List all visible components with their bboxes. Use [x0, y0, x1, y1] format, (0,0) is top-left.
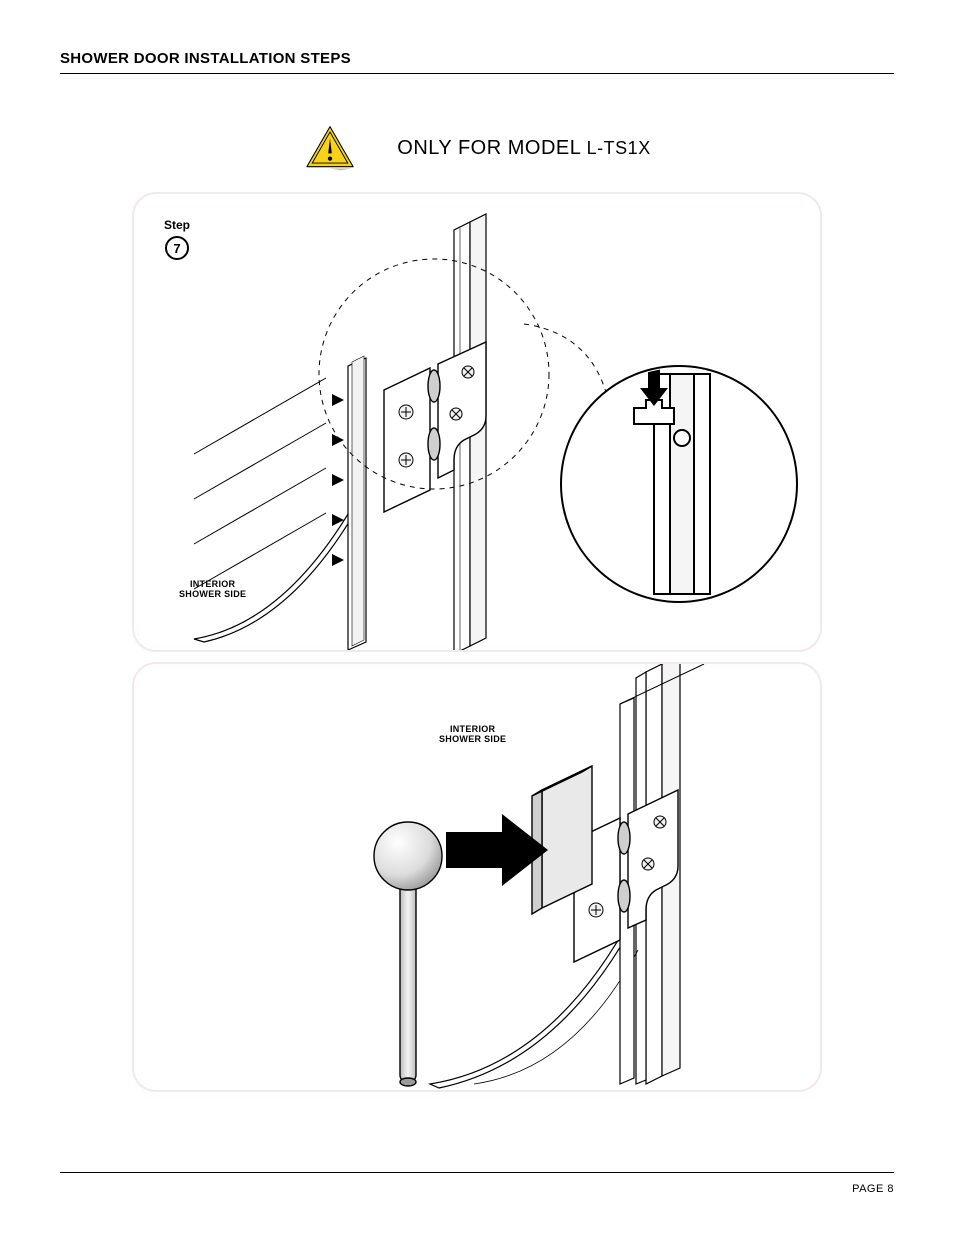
- interior-b-l1: INTERIOR: [450, 724, 495, 734]
- notice-text: ONLY FOR MODEL L-TS1X: [397, 137, 650, 160]
- notice-row: ONLY FOR MODEL L-TS1X: [60, 124, 894, 172]
- page-number: PAGE 8: [852, 1183, 894, 1195]
- tile-lines: [194, 378, 326, 589]
- notice-prefix: ONLY FOR MODEL: [397, 137, 586, 159]
- interior-l2: SHOWER SIDE: [179, 589, 246, 599]
- interior-b-l2: SHOWER SIDE: [439, 734, 506, 744]
- seal-strip: [348, 356, 366, 650]
- figure-step-7-bottom: INTERIOR SHOWER SIDE: [132, 662, 822, 1092]
- figure-step-7-top: Step 7: [132, 192, 822, 652]
- interior-l1: INTERIOR: [190, 579, 235, 589]
- header-rule: [60, 73, 894, 74]
- warning-icon: [303, 124, 357, 172]
- interior-label-bottom: INTERIOR SHOWER SIDE: [439, 724, 506, 745]
- header-title: SHOWER DOOR INSTALLATION STEPS: [60, 50, 894, 67]
- notice-model: L-TS1X: [587, 138, 651, 158]
- dash-leader: [524, 324, 609, 404]
- footer-rule: [60, 1172, 894, 1173]
- callout-detail: [561, 366, 797, 602]
- mallet-icon: [374, 822, 442, 1086]
- interior-label-top: INTERIOR SHOWER SIDE: [179, 579, 246, 600]
